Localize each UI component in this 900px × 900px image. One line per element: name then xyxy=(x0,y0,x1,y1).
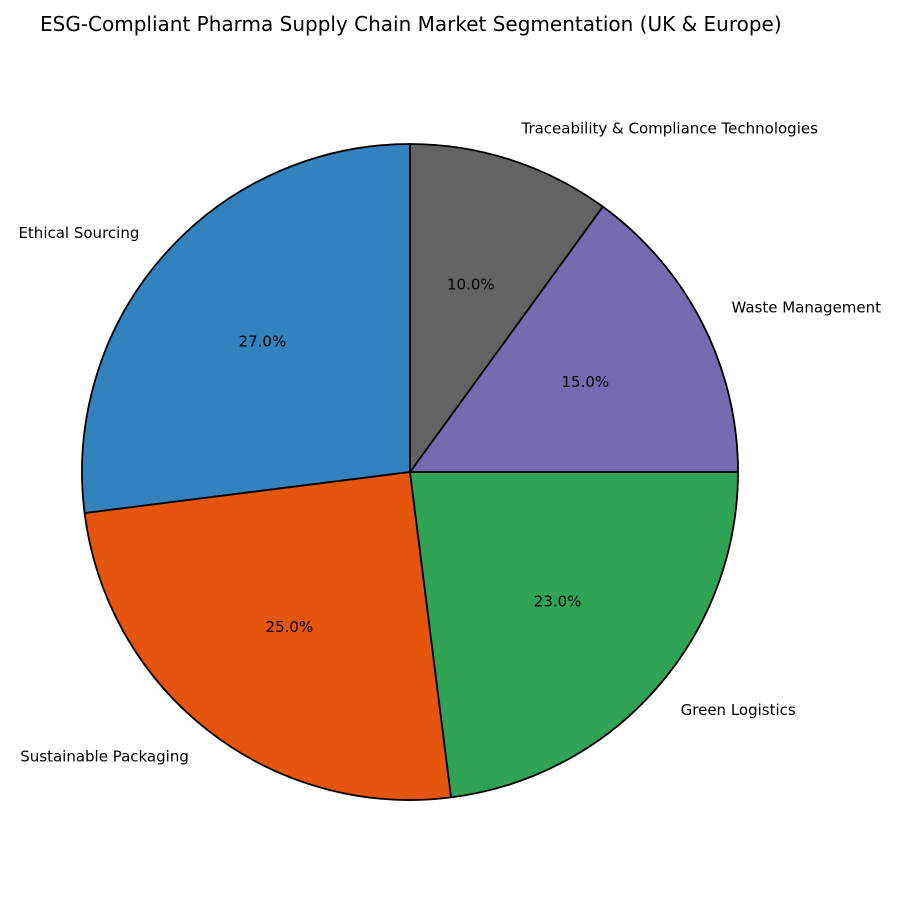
pie-slice-labels: Ethical Sourcing Sustainable Packaging Gre… xyxy=(18,119,881,765)
pie-slice-label-waste-management: Waste Management xyxy=(731,299,881,317)
pie-slice-ethical-sourcing xyxy=(81,143,411,515)
pie-percent-label-traceability-and-compliance-technologies: 10.0% xyxy=(447,275,495,293)
pie-percent-label-ethical-sourcing: 27.0% xyxy=(239,332,287,350)
pie-slice-waste-management xyxy=(409,205,739,473)
pie-slice-green-logistics xyxy=(409,471,739,799)
pie-slice-label-sustainable-packaging: Sustainable Packaging xyxy=(20,748,189,766)
pie-percent-labels: 27.0% 25.0% 23.0% 15.0% 10.0% xyxy=(239,275,610,636)
chart-title: ESG-Compliant Pharma Supply Chain Market… xyxy=(40,12,782,36)
pie-slice-label-ethical-sourcing: Ethical Sourcing xyxy=(18,224,139,242)
pie-percent-label-waste-management: 15.0% xyxy=(562,373,610,391)
pie-slice-traceability-and-compliance-technologies xyxy=(409,143,604,473)
pie-slice-label-green-logistics: Green Logistics xyxy=(681,701,796,719)
pie-slices xyxy=(81,143,739,801)
pie-slice-label-traceability-and-compliance-technologies: Traceability & Compliance Technologies xyxy=(520,119,818,137)
pie-percent-label-sustainable-packaging: 25.0% xyxy=(266,618,314,636)
pie-slice-sustainable-packaging xyxy=(83,471,453,801)
pie-percent-label-green-logistics: 23.0% xyxy=(534,593,582,611)
